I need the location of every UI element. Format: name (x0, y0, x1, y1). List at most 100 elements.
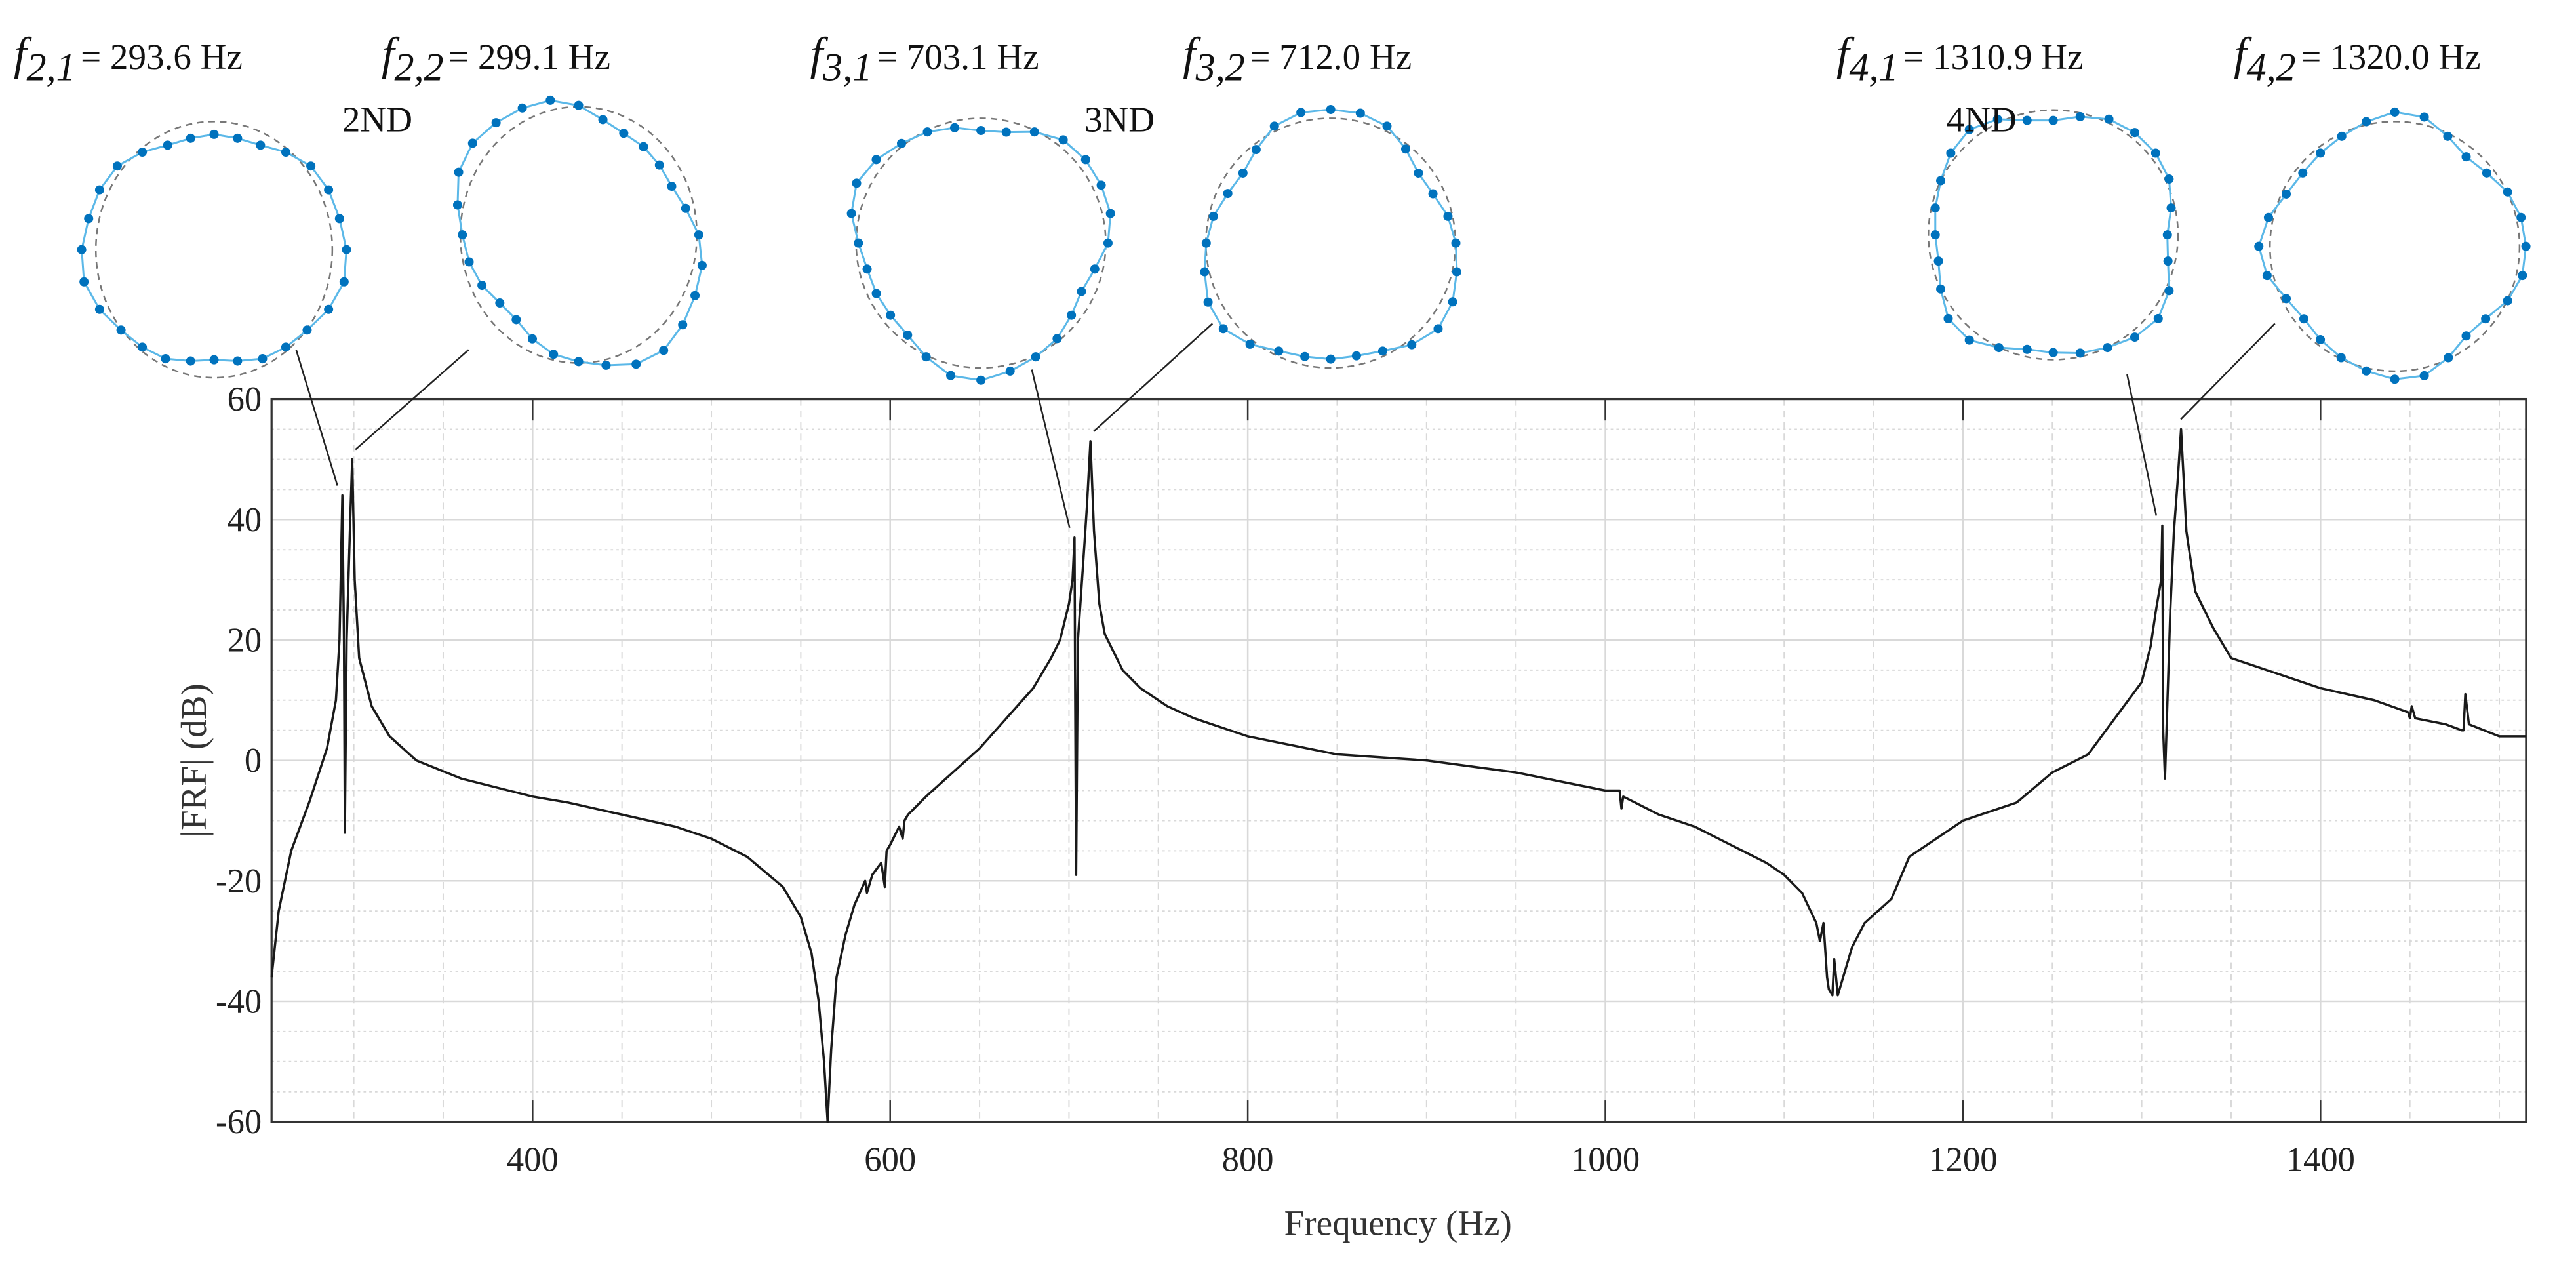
mode-shape-point (2482, 168, 2491, 178)
plot-area-frame (270, 397, 2527, 1123)
mode-shape-point (1930, 203, 1940, 213)
mode-shape-point (2299, 314, 2308, 324)
freq-subscript: 3,1 (822, 46, 872, 90)
mode-shape-line (1203, 108, 1458, 361)
mode-shape-point (138, 148, 148, 157)
mode-shape-point (2390, 374, 2400, 384)
y-tick-label: 40 (228, 501, 262, 539)
x-tick-label: 1200 (1928, 1141, 1997, 1179)
mode-shape-point (871, 155, 881, 165)
mode-shape-point (517, 103, 527, 113)
mode-frequency-label: f2,1 = 293.6 Hz (14, 29, 243, 90)
mode-shape-point (678, 320, 688, 330)
mode-shape-point (545, 95, 555, 105)
mode-frequency-label: f3,1 = 703.1 Hz (810, 29, 1039, 90)
mode-shape-point (452, 200, 462, 210)
mode-shape-point (896, 138, 907, 148)
mode-shape-point (1067, 310, 1077, 320)
mode-shape-point (2362, 117, 2371, 127)
mode-shape-point (2262, 271, 2272, 281)
mode-shape-point (186, 133, 195, 143)
mode-shape-point (654, 160, 664, 170)
mode-shape-point (511, 315, 521, 325)
y-tick-label: 20 (228, 621, 262, 659)
mode-shape-2-1: f2,1 = 293.6 Hz (14, 29, 351, 486)
leader-line (2126, 374, 2158, 516)
mode-shape-point (1414, 168, 1423, 178)
mode-shape-point (886, 310, 896, 320)
mode-shape-point (619, 129, 629, 138)
frf-series-line (270, 428, 2526, 1123)
mode-shape-point (1443, 211, 1453, 221)
mode-shape-point (1943, 313, 1953, 323)
mode-shape-point (846, 209, 856, 218)
mode-shape-point (976, 375, 986, 385)
mode-shape-point (1382, 121, 1392, 131)
freq-value: = 703.1 Hz (877, 37, 1039, 77)
mode-shape-point (2263, 212, 2273, 222)
mode-shape-point (324, 185, 334, 195)
mode-shape-point (1218, 324, 1228, 334)
mode-shape-insets: f2,1 = 293.6 Hz f2,2 = 299.1 Hz f3,1 = 703.1 … (14, 29, 2531, 529)
leader-line (355, 349, 469, 451)
freq-value: = 299.1 Hz (448, 37, 610, 77)
freq-value: = 712.0 Hz (1250, 37, 1412, 77)
mode-shape-point (2162, 230, 2172, 240)
mode-shape-4-2: f4,2 = 1320.0 Hz (2180, 29, 2531, 420)
mode-shape-point (1326, 354, 1336, 364)
mode-shape-point (2164, 286, 2174, 296)
mode-shape-point (1936, 284, 1946, 294)
mode-shape-point (79, 277, 89, 287)
mode-shape-point (1005, 366, 1015, 376)
x-axis-label: Frequency (Hz) (1284, 1203, 1512, 1243)
x-tick-label: 800 (1222, 1141, 1274, 1179)
mode-shape-point (2163, 256, 2173, 266)
mode-shape-point (681, 203, 690, 213)
mode-shape-point (2164, 174, 2174, 184)
mode-shape-point (1201, 238, 1211, 248)
y-tick-label: -60 (216, 1103, 262, 1141)
y-tick-label: -40 (216, 982, 262, 1020)
mode-shape-point (903, 330, 913, 340)
mode-shape-point (2282, 294, 2291, 304)
mode-shape-point (163, 140, 172, 150)
mode-shape-point (491, 118, 501, 128)
mode-shape-point (2166, 203, 2176, 213)
mode-shape-point (454, 167, 464, 177)
mode-shape-point (1031, 352, 1040, 362)
mode-shape-point (258, 354, 268, 364)
mode-shape-point (2390, 107, 2400, 117)
mode-shape-point (1964, 335, 1974, 345)
mode-shape-point (112, 161, 122, 171)
mode-shape-point (2337, 131, 2347, 141)
mode-shape-point (1377, 346, 1387, 356)
mode-shape-point (946, 371, 956, 380)
y-tick-label: 60 (228, 380, 262, 418)
mode-shape-point (921, 352, 931, 362)
freq-value: = 1310.9 Hz (1903, 37, 2083, 77)
leader-line (1031, 369, 1071, 529)
y-tick-label: -20 (216, 862, 262, 900)
mode-shape-point (306, 161, 316, 171)
mode-shape-point (1090, 264, 1100, 274)
mode-frequency-label: f4,1 = 1310.9 Hz (1836, 29, 2083, 90)
mode-shape-point (1103, 238, 1113, 248)
mode-shape-point (2104, 114, 2114, 124)
mode-shape-point (1203, 297, 1213, 307)
mode-shape-line (2257, 111, 2527, 380)
mode-shape-point (334, 214, 344, 224)
mode-shape-point (527, 334, 538, 344)
mode-shape-point (2518, 271, 2527, 281)
mode-shape-point (1269, 121, 1279, 131)
mode-shape-point (233, 133, 243, 143)
mode-shape-point (1964, 125, 1974, 134)
mode-shape-point (1994, 343, 2004, 353)
mode-shape-point (2419, 112, 2429, 122)
mode-shape-point (458, 230, 467, 240)
mode-shape-point (2022, 115, 2032, 125)
nd-labels: 2ND 3ND 4ND (342, 99, 2017, 139)
mode-shape-point (1452, 267, 1461, 277)
mode-shape-point (1105, 209, 1115, 218)
x-tick-label: 1400 (2286, 1141, 2355, 1179)
